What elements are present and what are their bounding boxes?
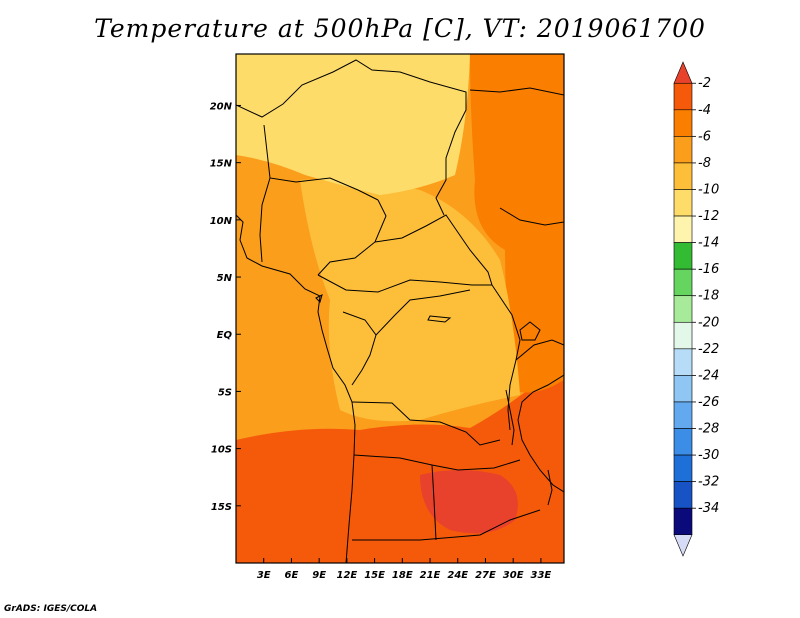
- island-1: [315, 294, 323, 303]
- colorbar-label: -6: [698, 129, 711, 144]
- field-core: [420, 470, 518, 534]
- border-central-2: [374, 214, 493, 286]
- colorbar-label: -26: [698, 395, 719, 410]
- colorbar-swatch: [673, 401, 693, 429]
- colorbar-label: -28: [698, 422, 719, 437]
- colorbar-label: -30: [698, 448, 719, 463]
- colorbar-swatch: [673, 162, 693, 190]
- lat-tick-label: 5N: [217, 273, 233, 284]
- colorbar: -2 -4 -6 -8 -10 -12 -14 -16 -18 -20 -22 -24 -26 -28 -3…: [673, 61, 719, 557]
- lat-tick-label: 20N: [210, 101, 233, 112]
- colorbar-label: -4: [698, 103, 711, 118]
- lat-tick-label: 15S: [211, 502, 232, 513]
- border-central-3: [317, 274, 492, 293]
- lon-tick-label: 12E: [336, 570, 357, 581]
- lon-tick-label: 21E: [420, 570, 441, 581]
- colorbar-swatch: [673, 268, 693, 297]
- border-congo-2: [375, 289, 471, 336]
- latitude-ticks: 20N 15N 10N 5N EQ 5S 10S 15S: [210, 101, 241, 513]
- colorbar-label: -16: [698, 262, 719, 277]
- lon-tick-label: 15E: [364, 570, 385, 581]
- border-north-2: [263, 124, 379, 201]
- lat-tick-label: 10N: [210, 216, 233, 227]
- lon-tick-label: 27E: [475, 570, 496, 581]
- border-congo-1: [342, 311, 377, 386]
- lat-tick-label: 15N: [210, 159, 233, 170]
- lon-tick-label: 24E: [447, 570, 468, 581]
- longitude-ticks: 3E 6E 9E 12E 15E 18E 21E 24E 27E 30E 33E: [257, 558, 552, 581]
- colorbar-label: -2: [698, 76, 711, 91]
- lake-malawi: [547, 469, 553, 506]
- border-zambia: [431, 464, 437, 541]
- border-central-1: [317, 199, 387, 276]
- colorbar-cap-top: [673, 61, 693, 84]
- border-namibia: [352, 509, 541, 541]
- coastline-east: [517, 374, 564, 493]
- colorbar-swatch: [673, 481, 693, 509]
- colorbar-swatch: [673, 321, 693, 350]
- colorbar-swatch: [673, 454, 693, 482]
- colorbar-label: -18: [698, 289, 719, 304]
- border-west-1: [259, 177, 271, 263]
- border-north-1: [236, 59, 467, 216]
- field-north-band-pale: [358, 106, 443, 187]
- colorbar-swatch: [673, 82, 693, 111]
- border-drc-south: [351, 401, 501, 446]
- lake-victoria: [519, 321, 541, 341]
- colorbar-swatch: [673, 348, 693, 376]
- colorbar-label: -10: [698, 182, 719, 197]
- colorbar-swatch: [673, 428, 693, 456]
- colorbar-label: -22: [698, 342, 719, 357]
- colorbar-label: -14: [698, 236, 719, 251]
- lon-tick-label: 33E: [531, 570, 552, 581]
- colorbar-swatch: [673, 136, 693, 164]
- lat-tick-label: 5S: [218, 387, 232, 398]
- lon-tick-label: 18E: [392, 570, 413, 581]
- colorbar-label: -8: [698, 156, 711, 171]
- chart-title: Temperature at 500hPa [C], VT: 201906170…: [94, 14, 706, 43]
- colorbar-swatch: [673, 507, 693, 536]
- colorbar-label: -32: [698, 475, 719, 490]
- field-east-band: [470, 54, 564, 393]
- lon-tick-label: 3E: [257, 570, 271, 581]
- colorbar-swatch: [673, 295, 693, 323]
- colorbar-swatch: [673, 215, 693, 243]
- lon-tick-label: 6E: [285, 570, 299, 581]
- colorbar-swatch: [673, 189, 693, 217]
- island-2: [427, 315, 452, 323]
- border-east-1: [469, 87, 564, 96]
- border-east-3: [515, 339, 564, 361]
- colorbar-label: -12: [698, 209, 719, 224]
- field-west-strip: [236, 260, 300, 430]
- colorbar-swatch: [673, 242, 693, 270]
- border-angola: [353, 454, 521, 471]
- lat-tick-label: EQ: [217, 330, 233, 341]
- credit-label: GrADS: IGES/COLA: [4, 604, 98, 614]
- temperature-field: [236, 54, 564, 563]
- colorbar-label: -24: [698, 368, 719, 383]
- map-frame: [235, 53, 565, 564]
- colorbar-swatch: [673, 375, 693, 403]
- colorbar-swatch: [673, 109, 693, 137]
- lon-tick-label: 9E: [312, 570, 326, 581]
- border-east-2: [499, 207, 564, 226]
- lat-tick-label: 10S: [211, 445, 232, 456]
- lake-tanganyika: [505, 389, 515, 446]
- boundaries: [236, 59, 564, 563]
- colorbar-label: -34: [698, 501, 719, 516]
- lon-tick-label: 30E: [503, 570, 524, 581]
- colorbar-label: -20: [698, 315, 719, 330]
- colorbar-cap-bottom: [673, 534, 693, 557]
